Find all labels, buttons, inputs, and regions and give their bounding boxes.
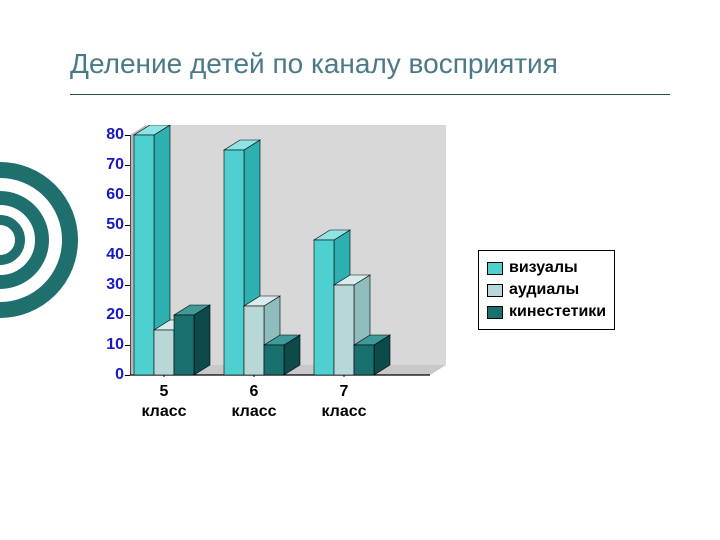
y-axis-label: 80: [96, 126, 124, 144]
y-axis-label: 40: [96, 246, 124, 264]
bar-front: [224, 150, 244, 375]
legend-swatch: [487, 284, 503, 297]
y-axis-label: 60: [96, 186, 124, 204]
x-axis-label: 5: [134, 383, 194, 401]
bar-front: [314, 240, 334, 375]
bars-layer: [130, 125, 448, 377]
y-axis-label: 50: [96, 216, 124, 234]
y-axis-label: 20: [96, 306, 124, 324]
x-axis-label: 7: [314, 383, 374, 401]
legend-label: кинестетики: [509, 303, 606, 321]
x-axis-label: 6: [224, 383, 284, 401]
legend-row: визуалы: [487, 259, 606, 277]
legend-row: аудиалы: [487, 281, 606, 299]
legend-swatch: [487, 306, 503, 319]
x-axis-label: класс: [128, 403, 200, 421]
y-axis-label: 10: [96, 336, 124, 354]
legend-label: визуалы: [509, 259, 578, 277]
x-axis-label: класс: [218, 403, 290, 421]
bar-front: [354, 345, 374, 375]
chart-legend: визуалы аудиалы кинестетики: [478, 250, 615, 330]
bar-front: [154, 330, 174, 375]
bar-front: [174, 315, 194, 375]
y-axis-label: 70: [96, 156, 124, 174]
x-axis-label: класс: [308, 403, 380, 421]
title-underline: [70, 94, 670, 95]
legend-label: аудиалы: [509, 281, 579, 299]
bar-side: [194, 305, 210, 375]
y-axis-label: 0: [96, 366, 124, 384]
bar-front: [334, 285, 354, 375]
page-title: Деление детей по каналу восприятия: [70, 48, 558, 80]
bar-front: [134, 135, 154, 375]
y-axis-label: 30: [96, 276, 124, 294]
bar-front: [244, 306, 264, 375]
legend-swatch: [487, 262, 503, 275]
legend-row: кинестетики: [487, 303, 606, 321]
bar-front: [264, 345, 284, 375]
